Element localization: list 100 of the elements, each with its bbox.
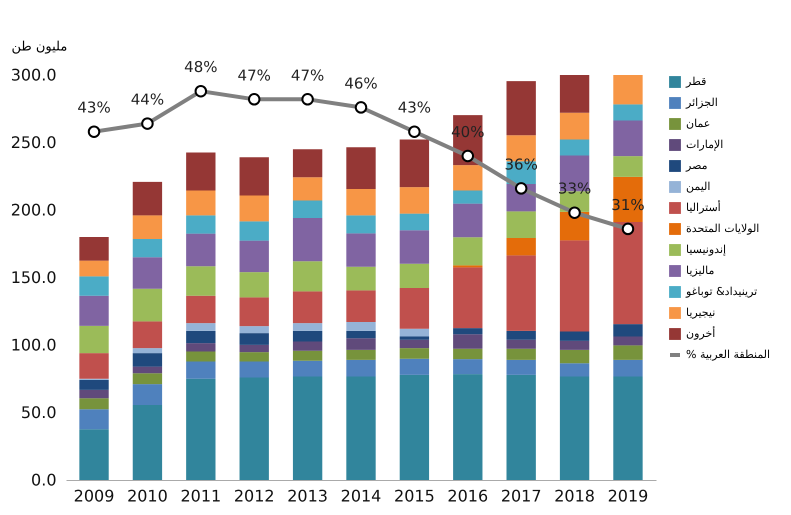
data-label: 46% <box>344 74 378 92</box>
legend-label: عمان <box>686 117 710 130</box>
bar <box>240 272 269 298</box>
bar <box>292 200 322 218</box>
x-tick-label: 2015 <box>394 486 435 506</box>
bar <box>506 340 536 349</box>
bar <box>346 266 376 290</box>
bar <box>346 147 376 189</box>
bar <box>346 330 376 338</box>
bar <box>346 233 376 267</box>
bar <box>613 336 643 346</box>
bar <box>400 214 430 230</box>
bar <box>79 398 109 410</box>
bar <box>292 330 322 342</box>
x-tick-label: 2017 <box>500 486 542 506</box>
bar <box>400 374 430 480</box>
bar <box>240 221 269 241</box>
bar <box>613 120 643 156</box>
bar <box>346 188 376 216</box>
legend-label: ترينيداد& توباغو <box>685 285 758 298</box>
bar <box>132 373 162 384</box>
bar <box>186 351 216 362</box>
legend-label: الإمارات <box>686 138 724 151</box>
bar <box>240 344 269 352</box>
bar <box>453 190 482 204</box>
bar <box>292 350 322 361</box>
bar <box>132 321 162 348</box>
bar <box>506 374 536 480</box>
data-label: 47% <box>238 66 271 84</box>
bar <box>453 359 482 374</box>
bar <box>132 182 162 216</box>
bar <box>240 361 269 378</box>
bar <box>186 330 216 344</box>
bar <box>400 336 430 340</box>
bar <box>506 330 536 340</box>
bar <box>560 376 590 480</box>
bar <box>613 156 643 177</box>
bar <box>240 378 269 480</box>
bar <box>400 230 430 264</box>
bar <box>613 345 643 360</box>
bar <box>346 215 376 234</box>
bar <box>400 264 430 288</box>
bar <box>560 332 590 341</box>
bar <box>132 288 162 322</box>
bar <box>506 360 536 375</box>
bar <box>240 333 269 345</box>
bar <box>560 75 590 113</box>
bar <box>400 348 430 359</box>
bar <box>292 376 322 480</box>
bar <box>292 177 322 201</box>
bar <box>186 361 216 379</box>
bar <box>506 238 536 256</box>
bar <box>186 215 216 234</box>
bar <box>613 75 643 104</box>
bar <box>132 215 162 240</box>
bar <box>79 296 109 326</box>
x-tick-label: 2013 <box>287 486 328 506</box>
y-tick-label: 250.0 <box>10 133 56 152</box>
y-axis-title: مليون طن <box>12 40 68 54</box>
bar <box>346 350 376 360</box>
bar <box>132 348 162 354</box>
bar <box>346 338 376 350</box>
bar <box>453 334 482 349</box>
bar <box>79 409 109 430</box>
legend-label: الجزائر <box>685 96 718 109</box>
bar <box>506 211 536 238</box>
bar <box>292 149 322 178</box>
bar <box>400 140 430 188</box>
bar <box>560 350 590 364</box>
bar <box>240 352 269 362</box>
bar <box>346 360 376 376</box>
legend-label: إندونيسيا <box>686 243 726 256</box>
bar <box>400 358 430 375</box>
x-tick-label: 2016 <box>447 486 488 506</box>
y-tick-label: 0.0 <box>31 470 56 490</box>
x-tick-label: 2014 <box>340 486 382 506</box>
bar <box>400 340 430 348</box>
bar <box>292 360 322 376</box>
bar <box>613 324 643 336</box>
bar <box>560 140 590 156</box>
bar <box>400 328 430 336</box>
bar <box>132 404 162 480</box>
bar <box>400 288 430 329</box>
bar <box>453 165 482 191</box>
x-tick-label: 2011 <box>180 486 222 506</box>
bar <box>292 291 322 324</box>
bar <box>186 266 216 296</box>
bar <box>240 240 269 272</box>
data-label: 43% <box>398 98 432 117</box>
legend-label: أستراليا <box>686 200 721 214</box>
bar <box>453 348 482 360</box>
bar <box>506 255 536 331</box>
bar <box>400 187 430 214</box>
bar <box>79 390 109 398</box>
bar <box>132 257 162 289</box>
legend-label: اليمن <box>686 180 710 193</box>
bar <box>186 234 216 266</box>
x-tick-label: 2018 <box>554 486 595 506</box>
legend-label: الولايات المتحدة <box>686 222 760 235</box>
bar <box>79 326 109 354</box>
